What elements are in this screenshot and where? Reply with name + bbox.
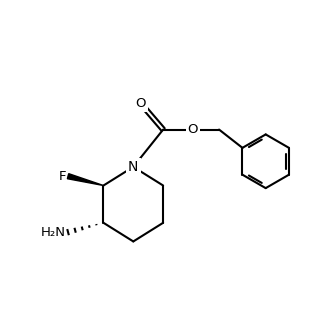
Text: H₂N: H₂N (41, 226, 66, 239)
Text: O: O (188, 123, 198, 136)
Text: F: F (59, 170, 66, 183)
Polygon shape (67, 174, 104, 185)
Text: N: N (128, 160, 139, 174)
Text: O: O (136, 97, 146, 110)
